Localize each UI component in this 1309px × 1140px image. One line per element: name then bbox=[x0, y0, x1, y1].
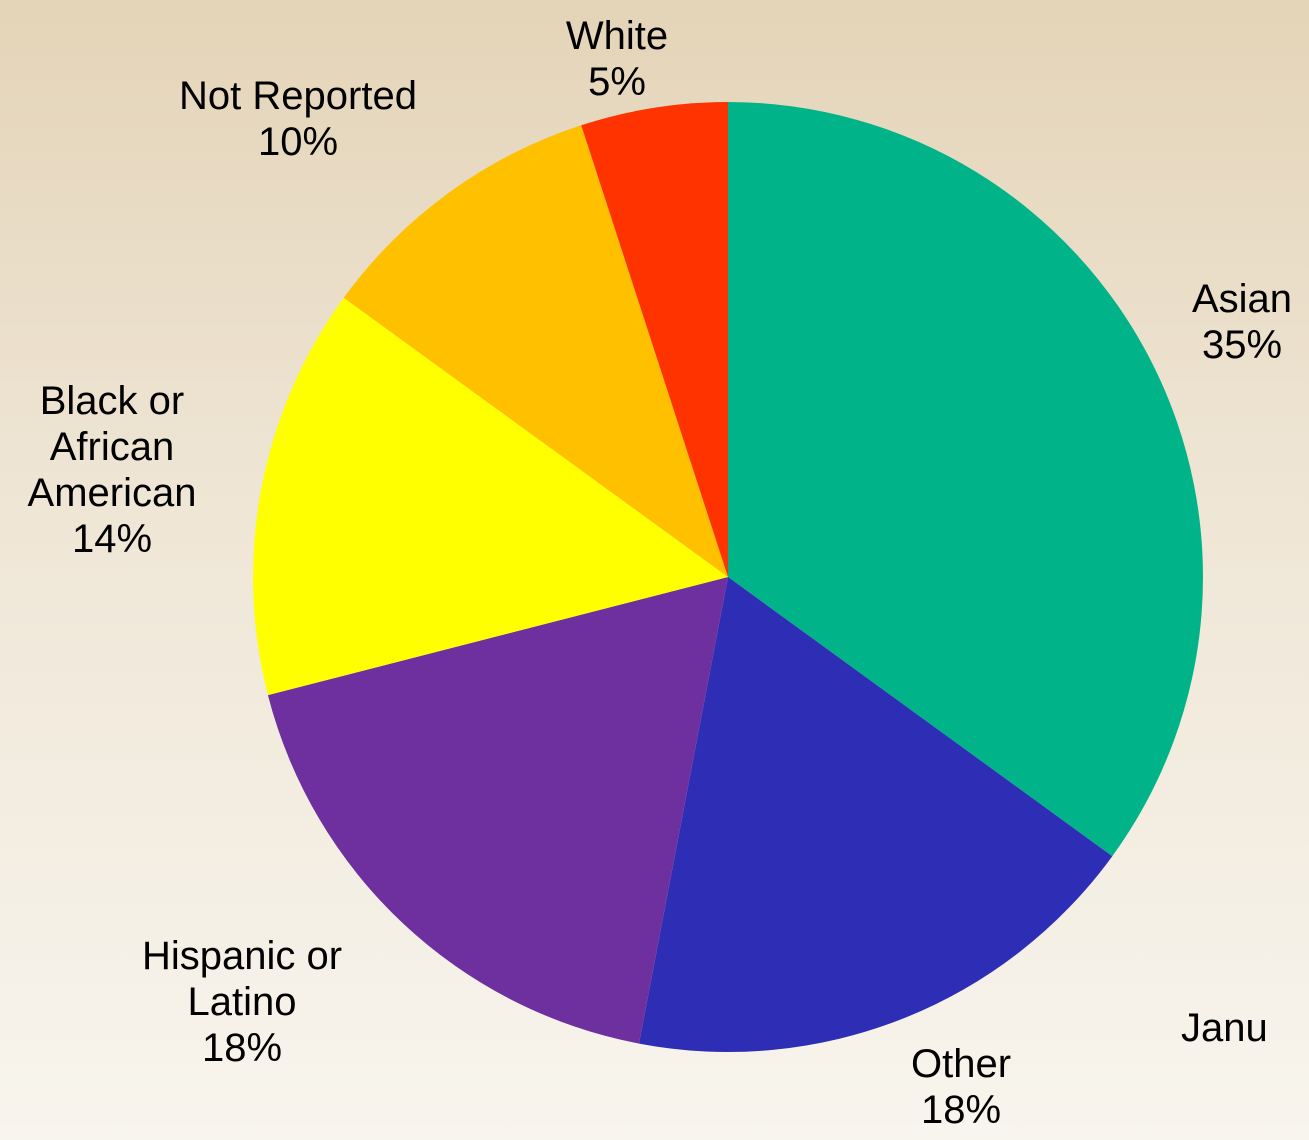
slice-label-black-or-african-american: Black or African American 14% bbox=[28, 378, 197, 562]
slice-label-hispanic-or-latino: Hispanic or Latino 18% bbox=[142, 933, 342, 1071]
pie-slice-white bbox=[581, 102, 728, 577]
slice-label-not-reported: Not Reported 10% bbox=[179, 73, 417, 165]
slice-label-white: White 5% bbox=[566, 13, 668, 105]
pie-slice-other bbox=[638, 577, 1113, 1053]
slice-label-percent: 14% bbox=[71, 517, 153, 561]
slice-label-name: Asian bbox=[1191, 277, 1293, 321]
slice-label-percent: 18% bbox=[920, 1088, 1002, 1132]
slice-label-name: American bbox=[27, 471, 197, 515]
slice-label-percent: 10% bbox=[257, 120, 339, 164]
footer-text: Janu bbox=[1181, 1006, 1268, 1050]
pie-slice-black-or-african-american bbox=[252, 297, 728, 696]
slice-label-name: Black or bbox=[39, 379, 185, 423]
slice-label-percent: 5% bbox=[588, 60, 646, 104]
pie-slices bbox=[252, 102, 1203, 1053]
slice-label-asian: Asian 35% bbox=[1192, 276, 1292, 368]
slice-label-name: Hispanic or bbox=[141, 934, 343, 978]
slice-label-percent: 35% bbox=[1201, 323, 1283, 367]
slice-label-name: Latino bbox=[187, 980, 297, 1024]
slice-label-name: Other bbox=[910, 1042, 1012, 1086]
slice-label-name: African bbox=[49, 425, 175, 469]
slice-label-other: Other 18% bbox=[911, 1041, 1011, 1133]
pie-slice-asian bbox=[728, 102, 1203, 857]
slice-label-name: White bbox=[565, 14, 669, 58]
slice-label-name: Not Reported bbox=[179, 74, 417, 118]
pie-slice-hispanic-or-latino bbox=[267, 577, 728, 1044]
pie-slice-not-reported bbox=[343, 125, 728, 577]
slice-label-percent: 18% bbox=[201, 1026, 283, 1070]
